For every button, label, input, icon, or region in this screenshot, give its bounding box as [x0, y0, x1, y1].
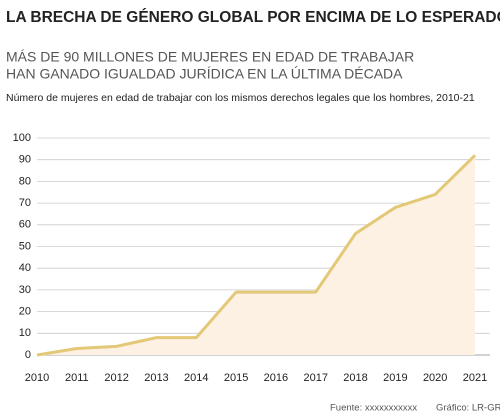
chart-description: Número de mujeres en edad de trabajar co… [6, 92, 475, 104]
chart-title: LA BRECHA DE GÉNERO GLOBAL POR ENCIMA DE… [6, 9, 500, 26]
x-tick-label: 2020 [423, 372, 447, 384]
x-tick-label: 2015 [224, 372, 248, 384]
y-tick-label: 0 [25, 349, 31, 361]
x-tick-label: 2017 [303, 372, 327, 384]
y-tick-label: 60 [19, 219, 31, 231]
x-tick-label: 2012 [104, 372, 128, 384]
y-tick-label: 80 [19, 175, 31, 187]
line [36, 154, 477, 357]
y-tick-label: 10 [19, 327, 31, 339]
y-tick-label: 50 [19, 240, 31, 252]
chart-subtitle: HAN GANADO IGUALDAD JURÍDICA EN LA ÚLTIM… [6, 66, 403, 82]
x-tick-label: 2016 [264, 372, 288, 384]
x-tick-label: 2019 [383, 372, 407, 384]
x-tick-label: 2013 [144, 372, 168, 384]
x-tick-label: 2011 [65, 372, 89, 384]
y-tick-label: 30 [19, 284, 31, 296]
area-fill [37, 155, 475, 355]
x-tick-label: 2014 [184, 372, 208, 384]
source: Fuente: xxxxxxxxxxx [330, 403, 417, 414]
x-tick-label: 2018 [343, 372, 367, 384]
y-tick-label: 40 [19, 262, 31, 274]
credit: Gráfico: LR-GR [436, 403, 500, 414]
y-tick-label: 70 [19, 197, 31, 209]
x-tick-label: 2010 [25, 372, 49, 384]
y-tick-label: 20 [19, 306, 31, 318]
x-tick-label: 2021 [463, 372, 487, 384]
y-tick-label: 100 [13, 132, 31, 144]
y-tick-label: 90 [19, 154, 31, 166]
chart-subtitle: MÁS DE 90 MILLONES DE MUJERES EN EDAD DE… [6, 49, 414, 65]
